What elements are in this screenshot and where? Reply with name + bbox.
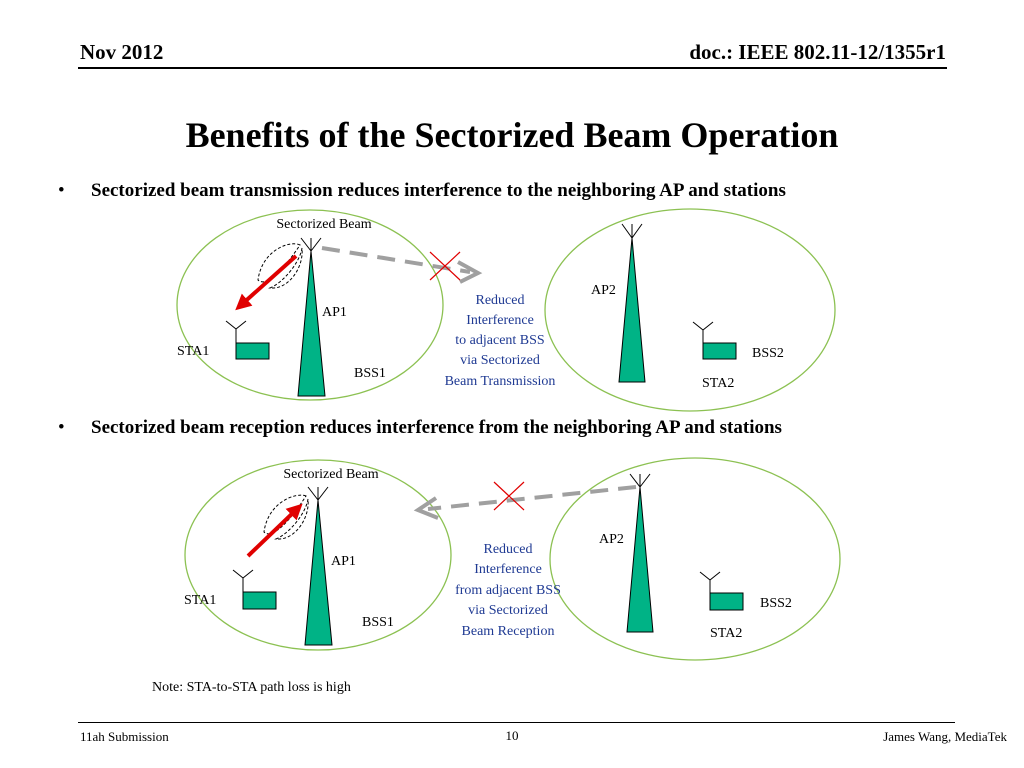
header-divider (78, 67, 947, 69)
diagram-reception: Sectorized Beam AP1 BSS1 STA1 Reduced In… (184, 457, 841, 661)
ap1-label: AP1 (331, 554, 356, 569)
header-doc-id: doc.: IEEE 802.11-12/1355r1 (689, 40, 946, 64)
sta1-label: STA1 (177, 344, 209, 359)
sta1-aerial-icon (225, 320, 247, 343)
bullet-marker: • (58, 417, 65, 438)
header-date: Nov 2012 (80, 40, 164, 64)
note-line: Beam Reception (462, 624, 555, 639)
beam-label: Sectorized Beam (276, 217, 371, 232)
note-line: from adjacent BSS (455, 583, 561, 598)
ap1-antenna-icon (297, 250, 326, 397)
bss1-label: BSS1 (362, 615, 394, 630)
bss2-label: BSS2 (752, 346, 784, 361)
ap2-aerial-icon (629, 473, 651, 488)
path-loss-note: Note: STA-to-STA path loss is high (152, 680, 351, 695)
bss1-boundary (176, 209, 444, 401)
ap1-aerial-icon (300, 237, 322, 252)
note-line: to adjacent BSS (455, 333, 544, 348)
interference-path (321, 246, 471, 274)
rx-beam-arrow (246, 503, 303, 558)
bullet-transmission: • Sectorized beam transmission reduces i… (58, 180, 786, 202)
ap1-aerial-icon (307, 486, 329, 501)
bullet-marker: • (58, 180, 65, 201)
bss1-label: BSS1 (354, 366, 386, 381)
sta1-device-icon (242, 591, 277, 610)
sta2-device-icon (702, 342, 737, 360)
note-line: Beam Transmission (445, 374, 556, 389)
bss2-boundary (544, 208, 836, 412)
page-number: 10 (505, 728, 519, 743)
footer-author: James Wang, MediaTek (883, 729, 1007, 744)
sta2-label: STA2 (710, 626, 742, 641)
ap2-label: AP2 (591, 283, 616, 298)
sta1-label: STA1 (184, 593, 216, 608)
interference-note: Reduced Interference from adjacent BSS v… (455, 542, 561, 639)
note-line: Reduced (476, 293, 525, 308)
bullet-text: Sectorized beam transmission reduces int… (91, 180, 786, 201)
sta1-device-icon (235, 342, 270, 360)
interference-arrowhead (457, 260, 483, 284)
footer-submission: 11ah Submission (80, 729, 169, 744)
ap2-antenna-icon (618, 237, 646, 383)
ap2-label: AP2 (599, 532, 624, 547)
blocked-cross-icon (429, 251, 461, 281)
note-line: via Sectorized (460, 353, 540, 368)
interference-note: Reduced Interference to adjacent BSS via… (445, 293, 556, 389)
ap1-label: AP1 (322, 305, 347, 320)
beam-label: Sectorized Beam (283, 467, 378, 482)
diagram-transmission: Sectorized Beam AP1 BSS1 STA1 Reduced In… (176, 208, 836, 412)
note-line: Interference (474, 562, 542, 577)
note-line: Interference (466, 313, 534, 328)
sta1-aerial-icon (232, 569, 254, 592)
interference-path (427, 485, 637, 511)
note-line: Reduced (484, 542, 533, 557)
ap2-aerial-icon (621, 223, 643, 239)
ap2-antenna-icon (626, 486, 654, 633)
tx-beam-arrow (235, 254, 298, 311)
bullet-reception: • Sectorized beam reception reduces inte… (58, 417, 782, 439)
sta2-aerial-icon (692, 321, 714, 343)
interference-arrowhead (413, 496, 439, 520)
bss2-label: BSS2 (760, 596, 792, 611)
sta2-device-icon (709, 592, 744, 611)
sta2-label: STA2 (702, 376, 734, 391)
bullet-text: Sectorized beam reception reduces interf… (91, 417, 782, 438)
note-line: via Sectorized (468, 603, 548, 618)
blocked-cross-icon (493, 481, 525, 511)
bss1-boundary (184, 459, 452, 651)
bss2-boundary (549, 457, 841, 661)
footer-divider (78, 722, 955, 723)
slide-title: Benefits of the Sectorized Beam Operatio… (185, 115, 839, 155)
sta2-aerial-icon (699, 571, 721, 593)
ap1-antenna-icon (304, 499, 333, 646)
